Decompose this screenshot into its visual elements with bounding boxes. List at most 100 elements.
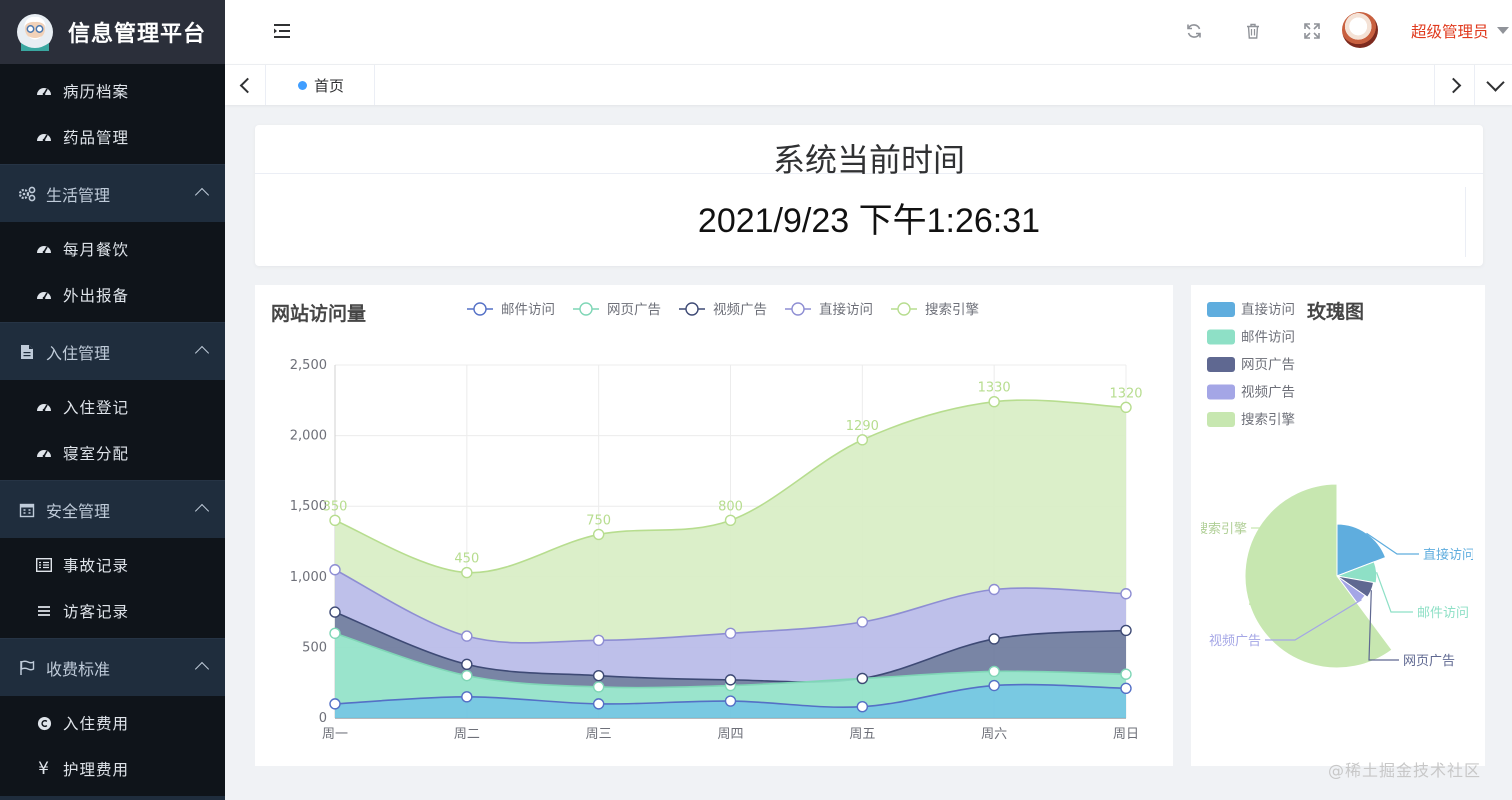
data-point [1120, 401, 1132, 414]
leader-line [1375, 572, 1413, 613]
legend-marker [791, 302, 805, 316]
x-tick-label: 周三 [586, 727, 612, 742]
rose-pie-chart[interactable]: 玫瑰图直接访问邮件访问网页广告视频广告搜索引擎直接访问邮件访问网页广告视频广告搜… [1191, 285, 1485, 766]
menu-group-checkin[interactable]: 入住管理 [0, 322, 225, 380]
data-point [461, 669, 473, 682]
dashboard-icon [35, 128, 53, 146]
leader-line [1368, 590, 1399, 661]
visits-chart-card: 网站访问量 0 500 1,000 1,500 2,000 2,500 周一 周二 周三 周四 周五… [255, 285, 1173, 766]
legend-item[interactable]: 邮件访问 [1207, 329, 1295, 346]
menu-item-accident-records[interactable]: 事故记录 [0, 542, 225, 588]
watermark: @稀土掘金技术社区 [1328, 761, 1482, 780]
legend-label: 搜索引擎 [1241, 412, 1295, 428]
legend-label: 视频广告 [713, 302, 767, 318]
legend-item[interactable]: 直接访问 [785, 301, 873, 318]
data-point [592, 669, 605, 682]
menu-item-nursing-fee[interactable]: ¥ 护理费用 [0, 746, 225, 792]
data-point [1120, 588, 1132, 600]
tab-home[interactable]: 首页 [268, 65, 376, 105]
legend-item[interactable]: 网页广告 [1207, 357, 1295, 373]
legend-marker [685, 302, 699, 316]
legend-item[interactable]: 搜索引擎 [891, 302, 979, 318]
menu-item-visitor-records[interactable]: 访客记录 [0, 588, 225, 634]
data-point [329, 564, 341, 576]
data-point [988, 396, 1000, 408]
legend-label: 网页广告 [607, 302, 661, 318]
menu-item-checkin-fee[interactable]: 入住费用 [0, 700, 225, 746]
menu-group-safety[interactable]: 安全管理 [0, 480, 225, 538]
slice-label: 视频广告 [1209, 634, 1261, 649]
tab-more-button[interactable] [1474, 65, 1512, 105]
refresh-icon[interactable] [1183, 20, 1205, 42]
username[interactable]: 超级管理员 [1411, 23, 1489, 41]
legend-swatch [1207, 384, 1235, 400]
menu-item-label: 入住费用 [63, 715, 130, 733]
legend-item[interactable]: 网页广告 [573, 302, 661, 318]
tab-scroll-right-button[interactable] [1434, 65, 1475, 105]
legend-marker [473, 302, 487, 316]
y-tick-label: 2,500 [290, 358, 327, 373]
legend-label: 网页广告 [1241, 357, 1295, 373]
menu-item-checkin-register[interactable]: 入住登记 [0, 384, 225, 430]
hamburger-icon[interactable] [273, 22, 293, 40]
data-point [988, 583, 1000, 596]
menu-item-outing-report[interactable]: 外出报备 [0, 272, 225, 318]
menu-group-fees[interactable]: 收费标准 [0, 638, 225, 696]
data-point [461, 691, 473, 703]
legend-item[interactable]: 直接访问 [1207, 301, 1295, 318]
tab-scroll-left-button[interactable] [225, 65, 266, 105]
menu-item-monthly-meals[interactable]: 每月餐饮 [0, 226, 225, 272]
data-point [1120, 668, 1132, 680]
chevron-up-icon [194, 345, 210, 361]
data-point [461, 566, 473, 579]
legend-marker [579, 302, 593, 316]
legend-item[interactable]: 视频广告 [679, 302, 767, 318]
menu-group-label: 安全管理 [46, 501, 111, 521]
legend-label: 视频广告 [1241, 385, 1295, 401]
trash-icon[interactable] [1242, 20, 1264, 42]
data-point [329, 627, 341, 639]
legend-marker [897, 302, 911, 316]
avatar[interactable] [1342, 12, 1378, 48]
visits-area-chart[interactable]: 0 500 1,000 1,500 2,000 2,500 周一 周二 周三 周四 周五 周六 周日 35… [255, 285, 1173, 766]
x-tick-label: 周五 [849, 727, 875, 742]
system-time-value: 2021/9/23 下午1:26:31 [697, 202, 1041, 240]
list-alt-icon [35, 556, 53, 574]
data-point [988, 665, 1000, 678]
y-tick-label: 500 [302, 640, 327, 655]
data-point [329, 698, 341, 710]
tab-label: 首页 [314, 76, 345, 95]
dashboard-icon [35, 82, 53, 100]
menu-item-medicine[interactable]: 药品管理 [0, 114, 225, 160]
x-tick-label: 周日 [1113, 727, 1139, 742]
y-tick-label: 0 [319, 711, 327, 726]
active-dot-icon [298, 80, 307, 90]
menu-group-life[interactable]: 生活管理 [0, 164, 225, 222]
fullscreen-icon[interactable] [1301, 20, 1323, 42]
caret-down-icon[interactable] [1497, 27, 1509, 34]
chart-title: 网站访问量 [271, 303, 367, 325]
chevron-up-icon [194, 503, 210, 519]
copyright-icon [35, 714, 53, 732]
legend-item[interactable]: 视频广告 [1207, 384, 1295, 401]
data-point [856, 616, 869, 628]
menu-item-medical-records[interactable]: 病历档案 [0, 68, 225, 114]
rose-slice [1244, 483, 1393, 669]
menu-group-label: 收费标准 [46, 659, 111, 679]
data-point [592, 681, 605, 693]
y-tick-label: 1,500 [290, 499, 327, 514]
dashboard-icon [35, 286, 53, 304]
data-label: 450 [454, 552, 479, 567]
document-icon [18, 343, 36, 361]
data-point [988, 679, 1000, 692]
menu-item-dorm-allocation[interactable]: 寝室分配 [0, 430, 225, 476]
app-title: 信息管理平台 [68, 22, 207, 47]
calendar-icon [18, 501, 36, 519]
menu-group-label: 生活管理 [46, 185, 111, 205]
legend-item[interactable]: 搜索引擎 [1207, 412, 1295, 428]
logo[interactable]: 信息管理平台 [0, 0, 225, 64]
data-point [592, 528, 605, 541]
legend-item[interactable]: 邮件访问 [467, 302, 555, 318]
data-point [592, 698, 605, 710]
data-point [856, 434, 869, 446]
